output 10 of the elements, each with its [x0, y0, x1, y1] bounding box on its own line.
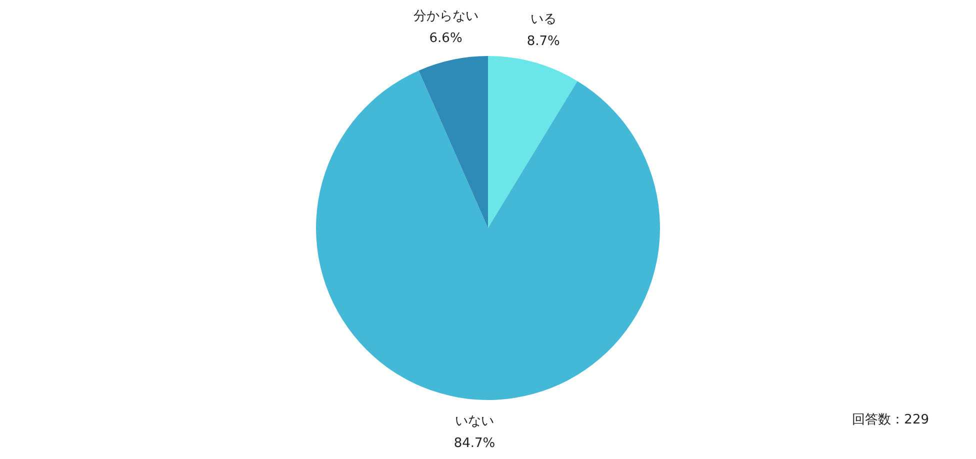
data-label: 6.6%: [429, 30, 462, 46]
pie-slice: [488, 56, 578, 228]
text: 回答数：229: [852, 412, 929, 428]
data-label: 8.7%: [526, 34, 560, 50]
slice-label: 分からない: [413, 8, 478, 24]
data-label: 84.7%: [454, 436, 496, 452]
slice-label: いない: [454, 414, 494, 430]
pie-slice: [418, 56, 488, 228]
pie-slice: [316, 70, 660, 400]
slice-label: いる: [530, 12, 556, 28]
